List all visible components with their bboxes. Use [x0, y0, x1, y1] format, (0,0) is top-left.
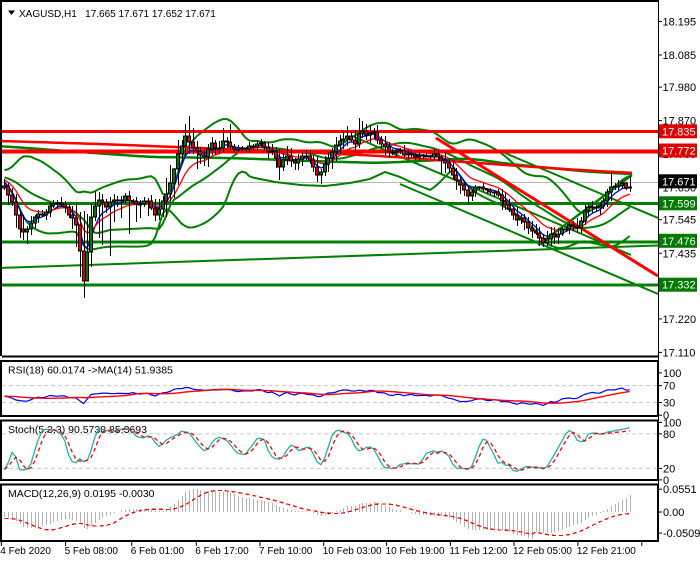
svg-text:17.980: 17.980 [663, 82, 697, 94]
svg-text:MACD(12,26,9) 0.0195 -0.0030: MACD(12,26,9) 0.0195 -0.0030 [8, 488, 155, 500]
svg-text:6 Feb 17:00: 6 Feb 17:00 [195, 546, 249, 557]
svg-text:0.0551: 0.0551 [663, 484, 697, 496]
svg-text:12 Feb 21:00: 12 Feb 21:00 [577, 546, 636, 557]
svg-text:17.671: 17.671 [662, 176, 696, 188]
svg-text:100: 100 [663, 368, 681, 380]
svg-text:17.599: 17.599 [662, 198, 696, 210]
svg-text:Stoch(5,3,3) 90.5738 85.3693: Stoch(5,3,3) 90.5738 85.3693 [8, 424, 147, 436]
svg-text:30: 30 [663, 398, 675, 410]
svg-text:10 Feb 03:00: 10 Feb 03:00 [323, 546, 382, 557]
svg-text:17.435: 17.435 [663, 248, 697, 260]
svg-text:12 Feb 05:00: 12 Feb 05:00 [513, 546, 572, 557]
svg-text:RSI(18) 60.0174 ->MA(14) 51.9: RSI(18) 60.0174 ->MA(14) 51.9385 [8, 365, 173, 377]
svg-text:17.110: 17.110 [663, 347, 696, 359]
svg-text:XAGUSD,H1 17.665 17.671 17.6: XAGUSD,H1 17.665 17.671 17.652 17.671 [19, 9, 216, 20]
svg-text:6 Feb 01:00: 6 Feb 01:00 [131, 546, 185, 557]
svg-text:17.476: 17.476 [662, 236, 696, 248]
svg-text:100: 100 [663, 417, 681, 429]
svg-text:11 Feb 12:00: 11 Feb 12:00 [449, 546, 508, 557]
svg-text:18.085: 18.085 [663, 50, 697, 62]
svg-text:0.00: 0.00 [663, 507, 684, 519]
svg-text:20: 20 [663, 463, 675, 475]
svg-text:17.220: 17.220 [663, 314, 697, 326]
svg-text:10 Feb 19:00: 10 Feb 19:00 [386, 546, 445, 557]
svg-text:0: 0 [663, 410, 669, 422]
svg-text:4 Feb 2020: 4 Feb 2020 [0, 546, 51, 557]
svg-text:80: 80 [663, 429, 675, 441]
svg-text:7 Feb 10:00: 7 Feb 10:00 [259, 546, 313, 557]
svg-text:17.772: 17.772 [662, 146, 696, 158]
svg-text:17.545: 17.545 [663, 215, 697, 227]
svg-text:0: 0 [663, 475, 669, 487]
svg-text:-0.0509: -0.0509 [663, 528, 700, 540]
svg-text:5 Feb 08:00: 5 Feb 08:00 [65, 546, 119, 557]
svg-text:17.332: 17.332 [662, 280, 696, 292]
svg-text:70: 70 [663, 381, 675, 393]
svg-text:17.835: 17.835 [662, 126, 696, 138]
svg-text:18.195: 18.195 [663, 17, 697, 29]
